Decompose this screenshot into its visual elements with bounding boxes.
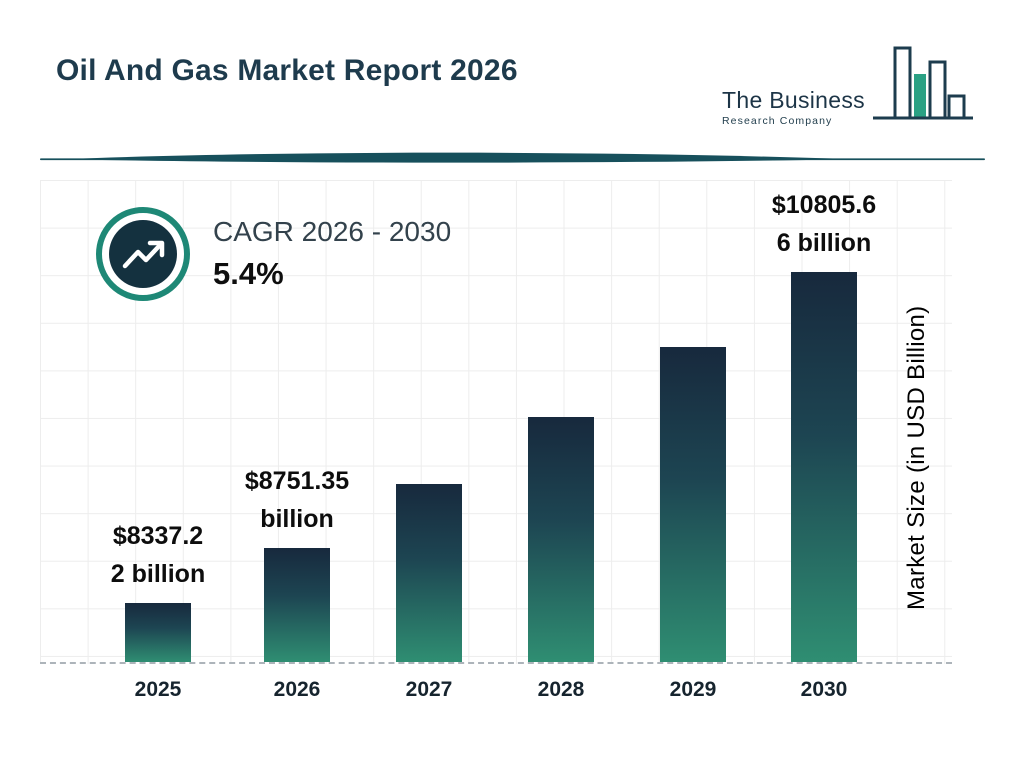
bar-chart-logo-icon: [871, 44, 975, 133]
bar: [791, 272, 857, 662]
y-axis-label: Market Size (in USD Billion): [903, 305, 930, 611]
bar: [660, 347, 726, 662]
divider: [40, 152, 985, 171]
x-axis-tick-label: 2027: [405, 678, 453, 701]
bar: [125, 603, 191, 662]
bar-group: 2028: [528, 417, 594, 701]
bar-group: 2029: [660, 347, 726, 701]
cagr-text: CAGR 2026 - 2030 5.4%: [213, 206, 451, 292]
logo-text: The Business Research Company: [722, 87, 865, 133]
logo-name: The Business: [722, 87, 865, 113]
bar-value-label: $8337.2 2 billion: [110, 522, 206, 588]
page-title: Oil And Gas Market Report 2026: [56, 54, 518, 87]
bar-value-label: $10805.6 6 billion: [771, 191, 877, 257]
x-axis-tick-label: 2029: [669, 678, 717, 701]
logo-subtitle: Research Company: [722, 115, 833, 127]
cagr-label: CAGR 2026 - 2030: [213, 216, 452, 247]
bar-group: $8751.35 billion 2026: [245, 467, 349, 701]
cagr-badge: CAGR 2026 - 2030 5.4%: [95, 206, 451, 307]
x-axis-tick-label: 2030: [800, 678, 848, 701]
cagr-value: 5.4%: [213, 256, 284, 291]
x-axis-tick-label: 2028: [537, 678, 585, 701]
bar: [396, 484, 462, 662]
bar: [528, 417, 594, 662]
bar-group: $8337.2 2 billion 2025: [111, 522, 205, 701]
company-logo: The Business Research Company: [722, 44, 975, 133]
x-axis-tick-label: 2026: [273, 678, 321, 701]
chart-area: $8337.2 2 billion 2025 $8751.35 billion 2026 2…: [40, 180, 952, 701]
trend-arrow-icon: [95, 206, 191, 307]
bar: [264, 548, 330, 662]
bar-value-label: $8751.35 billion: [244, 467, 350, 533]
bar-group: $10805.6 6 billion 2030: [772, 191, 876, 701]
bar-group: 2027: [396, 484, 462, 701]
x-axis-tick-label: 2025: [134, 678, 182, 701]
